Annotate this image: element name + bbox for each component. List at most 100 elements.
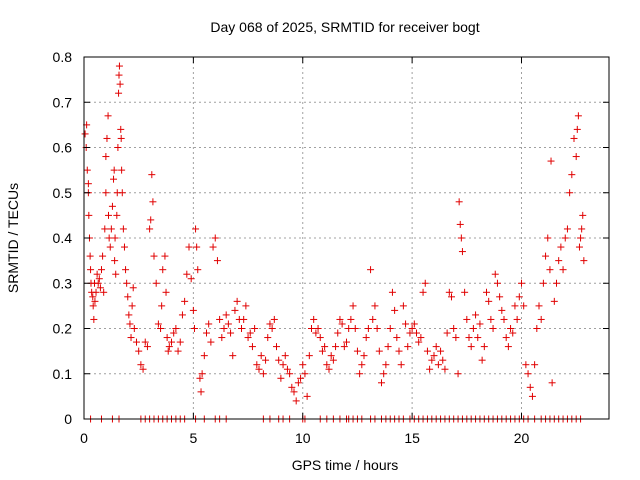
data-point — [528, 392, 536, 400]
data-point — [369, 315, 377, 323]
data-point — [426, 365, 434, 373]
data-point — [332, 343, 340, 351]
data-point — [513, 315, 521, 323]
data-point — [578, 225, 586, 233]
data-point — [130, 325, 138, 332]
data-point — [465, 334, 473, 342]
data-point — [340, 343, 348, 351]
data-point — [110, 166, 118, 174]
data-point — [351, 325, 359, 332]
data-point — [305, 352, 313, 360]
data-point — [439, 356, 447, 364]
data-point — [207, 338, 215, 346]
data-point — [502, 334, 510, 342]
data-point — [86, 252, 94, 260]
data-point — [573, 125, 581, 133]
data-point — [196, 374, 204, 382]
data-point — [408, 325, 416, 332]
data-point — [146, 225, 154, 233]
data-point — [248, 343, 256, 351]
data-point — [111, 257, 119, 265]
data-point — [531, 361, 539, 369]
data-point — [553, 279, 560, 287]
data-point — [113, 211, 121, 219]
data-point — [334, 329, 342, 337]
y-tick-label: 0.2 — [53, 321, 73, 337]
data-point — [273, 343, 280, 351]
data-point — [386, 325, 394, 332]
y-tick-label: 0.3 — [53, 275, 73, 291]
data-point — [270, 315, 278, 323]
data-point — [218, 334, 226, 342]
data-point — [127, 334, 135, 342]
data-point — [428, 356, 436, 364]
data-point — [181, 297, 189, 305]
y-tick-label: 0.5 — [53, 185, 73, 201]
data-point — [120, 243, 128, 251]
data-point — [299, 361, 307, 369]
data-point — [157, 325, 165, 332]
data-point — [92, 288, 100, 296]
data-point — [373, 325, 381, 332]
data-point — [292, 397, 300, 405]
data-point — [430, 352, 438, 360]
data-point — [555, 257, 563, 265]
data-point — [148, 171, 156, 179]
data-point — [421, 279, 429, 287]
data-point — [279, 361, 287, 369]
data-point — [205, 320, 213, 328]
data-point — [216, 315, 224, 323]
data-point — [358, 361, 366, 369]
data-point — [458, 248, 466, 256]
data-point — [209, 243, 217, 251]
data-point — [103, 134, 111, 142]
data-point — [548, 379, 556, 387]
data-point — [461, 288, 469, 296]
data-point — [515, 293, 523, 301]
data-point — [474, 334, 482, 342]
y-tick-label: 0.8 — [53, 49, 73, 65]
data-point — [467, 343, 475, 351]
data-point — [518, 279, 525, 287]
data-point — [117, 134, 125, 142]
y-tick-labels: 0 0.1 0.2 0.3 0.4 0.5 0.6 0.7 0.8 — [53, 49, 73, 427]
data-point — [316, 334, 324, 342]
data-point — [123, 279, 131, 287]
data-point — [222, 311, 230, 319]
data-point — [382, 361, 390, 369]
data-point — [441, 365, 449, 373]
data-point — [491, 270, 499, 278]
data-point — [244, 334, 252, 342]
data-point — [119, 225, 127, 233]
data-point — [87, 266, 95, 274]
data-point — [101, 225, 109, 233]
data-point — [203, 329, 210, 337]
data-point — [107, 225, 115, 233]
data-point — [476, 320, 484, 328]
data-point — [417, 334, 425, 342]
data-point — [233, 297, 241, 305]
data-point — [520, 302, 528, 310]
data-point — [200, 352, 208, 360]
data-point — [511, 302, 519, 310]
data-point — [95, 275, 103, 283]
data-point — [415, 338, 423, 346]
data-point — [432, 343, 440, 351]
x-tick-label: 0 — [80, 430, 88, 446]
x-tick-labels: 0 5 10 15 20 — [80, 430, 529, 446]
data-point — [220, 325, 228, 332]
data-point — [162, 288, 170, 296]
data-point — [356, 370, 364, 378]
data-point — [81, 130, 89, 138]
data-point — [371, 302, 379, 310]
data-point — [172, 325, 180, 332]
data-point — [338, 320, 346, 328]
data-point — [343, 338, 350, 346]
x-tick-label: 5 — [189, 430, 197, 446]
data-point — [114, 144, 122, 151]
data-point — [147, 216, 155, 224]
data-point — [353, 347, 361, 355]
data-point — [117, 125, 125, 133]
data-point — [163, 334, 171, 342]
data-point — [524, 370, 532, 378]
